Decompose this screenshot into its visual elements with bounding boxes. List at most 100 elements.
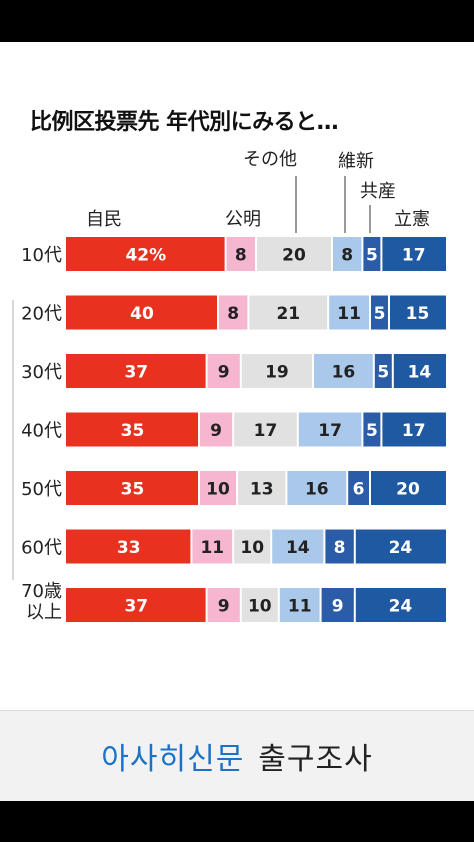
bar-segment-sonota — [237, 471, 287, 505]
data-label: 5 — [377, 363, 389, 383]
legend-sonota: その他 — [243, 149, 297, 170]
bar-segment-jimin — [66, 412, 199, 447]
bar-segment-jimin — [66, 471, 199, 505]
newspaper-name[interactable]: 아사히신문 — [101, 742, 245, 777]
bar-segment-ishin — [332, 237, 363, 271]
data-label: 5 — [374, 304, 386, 324]
data-label: 24 — [389, 597, 413, 617]
bar-segment-sonota — [256, 237, 332, 271]
data-label: 13 — [250, 480, 274, 500]
bar-segment-komei — [199, 471, 237, 505]
bar-segment-ishin — [271, 529, 325, 564]
bar-segment-sonota — [240, 588, 279, 622]
bar-segment-ishin — [328, 295, 370, 330]
data-label: 35 — [121, 421, 145, 441]
data-label: 35 — [121, 480, 145, 500]
bar-segment-rikken — [389, 295, 446, 330]
bar-segment-rikken — [354, 588, 446, 622]
bar-segment-kyosan — [347, 471, 370, 505]
bar-segment-komei — [206, 354, 241, 388]
data-label: 5 — [366, 421, 378, 441]
bar-segment-komei — [199, 412, 234, 447]
chart-title: 比例区投票先 年代別にみると… — [30, 110, 339, 135]
data-label: 21 — [276, 304, 300, 324]
data-label: 10 — [206, 480, 230, 500]
survey-type: 출구조사 — [258, 742, 373, 777]
data-label: 10 — [248, 597, 272, 617]
bar-segment-rikken — [381, 237, 446, 271]
data-label: 9 — [218, 597, 230, 617]
category-label: 50代 — [21, 479, 62, 500]
legend-jimin: 自民 — [86, 209, 122, 230]
category-label: 30代 — [21, 362, 62, 383]
scroll-edge-line — [12, 300, 14, 580]
bar-segment-sonota — [233, 412, 298, 447]
bar-segment-kyosan — [362, 237, 382, 271]
data-label: 8 — [235, 246, 247, 266]
category-label: 10代 — [21, 245, 62, 266]
bar-segment-rikken — [370, 471, 446, 505]
data-label: 8 — [227, 304, 239, 324]
data-label: 40 — [130, 304, 154, 324]
bar-segment-ishin — [313, 354, 374, 388]
bar-segment-sonota — [233, 529, 272, 564]
bar-segment-kyosan — [370, 295, 389, 330]
bar-segment-kyosan — [362, 412, 382, 447]
data-label: 9 — [332, 597, 344, 617]
bar-segment-jimin — [66, 237, 226, 271]
category-label: 60代 — [21, 538, 62, 559]
bar-segment-sonota — [248, 295, 329, 330]
legend-rikken: 立憲 — [394, 208, 430, 230]
data-label: 19 — [265, 363, 289, 383]
data-label: 17 — [402, 246, 426, 266]
data-label: 16 — [332, 363, 356, 383]
category-label: 40代 — [21, 421, 62, 442]
category-label: 70歳 — [21, 581, 62, 602]
data-label: 16 — [305, 480, 329, 500]
category-label: 20代 — [21, 304, 62, 325]
legend-ishin: 維新 — [338, 151, 374, 172]
bar-segment-jimin — [66, 354, 207, 388]
data-label: 42% — [125, 246, 166, 266]
data-label: 14 — [408, 363, 432, 383]
bar-segment-rikken — [381, 412, 446, 447]
data-label: 20 — [396, 480, 420, 500]
data-label: 37 — [124, 597, 148, 617]
bar-segment-komei — [225, 237, 256, 271]
data-label: 11 — [337, 304, 361, 324]
data-label: 17 — [318, 421, 342, 441]
data-label: 20 — [282, 246, 306, 266]
data-label: 8 — [334, 538, 346, 558]
bar-segment-rikken — [392, 354, 446, 388]
bar-segment-komei — [191, 529, 234, 564]
bar-segment-rikken — [354, 529, 446, 564]
data-label: 14 — [286, 538, 310, 558]
bar-segment-ishin — [286, 471, 348, 505]
data-label: 11 — [288, 597, 312, 617]
bar-segment-jimin — [66, 295, 218, 330]
data-label: 24 — [389, 538, 413, 558]
data-label: 10 — [240, 538, 264, 558]
bar-segment-sonota — [240, 354, 313, 388]
data-label: 8 — [341, 246, 353, 266]
category-label: 以上 — [26, 602, 62, 623]
data-label: 33 — [117, 538, 141, 558]
bar-segment-kyosan — [324, 529, 355, 564]
legend-kyosan: 共産 — [360, 181, 396, 202]
legend-komei: 公明 — [225, 209, 261, 230]
data-label: 15 — [406, 304, 430, 324]
bar-segment-ishin — [297, 412, 363, 447]
data-label: 17 — [254, 421, 278, 441]
data-label: 9 — [218, 363, 230, 383]
bar-segment-kyosan — [373, 354, 393, 388]
bar-segment-jimin — [66, 588, 207, 622]
source-footer: 아사히신문 출구조사 — [0, 710, 474, 801]
bar-segment-jimin — [66, 529, 192, 564]
data-label: 5 — [366, 246, 378, 266]
bar-segment-ishin — [278, 588, 321, 622]
bar-segment-kyosan — [320, 588, 355, 622]
data-label: 6 — [353, 480, 365, 500]
bar-segment-komei — [206, 588, 241, 622]
data-label: 11 — [200, 538, 224, 558]
